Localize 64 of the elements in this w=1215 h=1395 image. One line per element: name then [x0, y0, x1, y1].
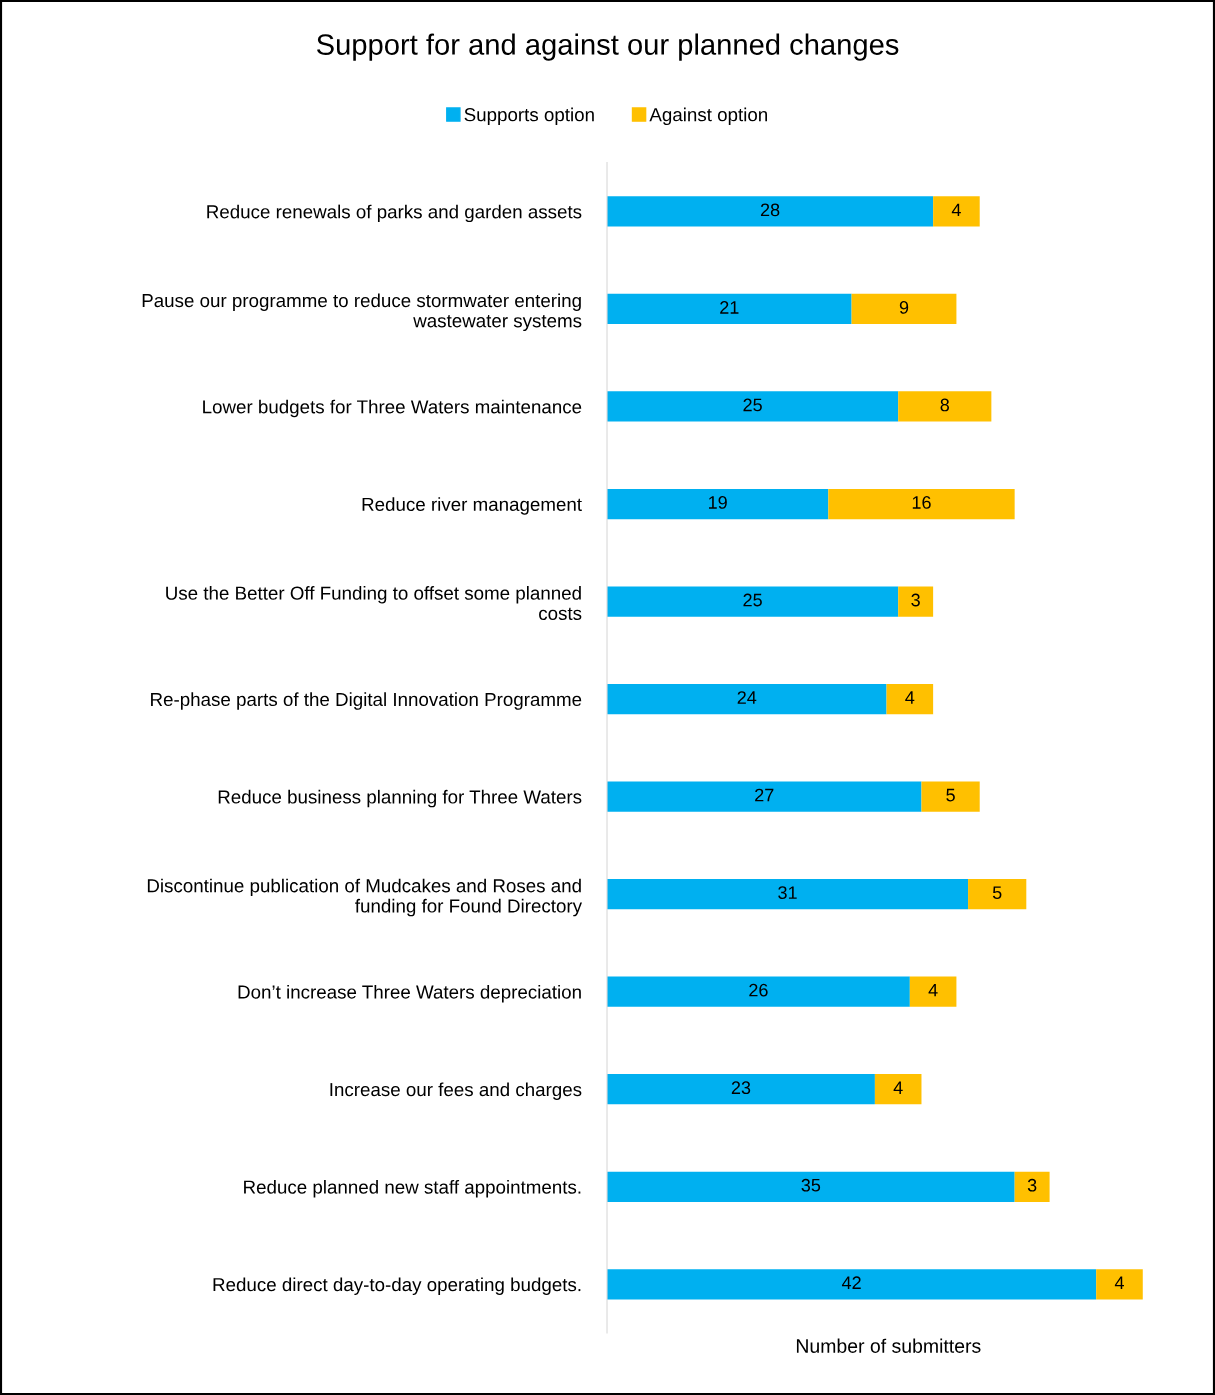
bar	[607, 976, 910, 1007]
data-label: 26	[749, 983, 768, 997]
bar	[607, 586, 899, 617]
bar	[607, 1171, 1015, 1202]
data-label: 3	[911, 593, 920, 607]
legend-label: Against option	[649, 107, 767, 126]
data-label: 19	[709, 496, 727, 509]
data-label: 8	[940, 398, 950, 412]
y-tick-label: Lower budgets for Three Waters maintenance	[203, 399, 582, 418]
bar	[607, 293, 852, 325]
data-label: 5	[992, 886, 1002, 900]
data-label: 4	[951, 203, 961, 217]
bar	[607, 781, 922, 812]
bar	[607, 879, 969, 910]
bar	[607, 683, 887, 715]
y-tick-label: Re-phase parts of the Digital Innovation Programme	[151, 692, 582, 710]
data-label: 24	[737, 691, 757, 704]
data-label: 42	[841, 1276, 861, 1289]
y-tick-label: Discontinue publication of Mudcakes and Roses and funding for Found Directory	[147, 878, 582, 917]
bar	[933, 196, 980, 227]
bar	[607, 488, 829, 520]
data-label: 3	[1027, 1178, 1037, 1192]
y-tick-label: Increase our fees and charges	[330, 1082, 582, 1100]
data-label: 23	[731, 1081, 751, 1095]
data-label: 25	[743, 398, 762, 412]
data-label: 5	[946, 788, 955, 802]
bar	[886, 683, 934, 715]
data-label: 4	[1114, 1276, 1124, 1289]
data-label: 21	[720, 301, 739, 314]
bar	[1096, 1269, 1143, 1300]
data-label: 25	[743, 593, 762, 607]
y-tick-label: Reduce river management	[362, 497, 582, 515]
bar	[607, 391, 899, 422]
data-label: 4	[928, 983, 938, 997]
bar	[898, 391, 992, 422]
bar	[1014, 1171, 1050, 1202]
data-label: 9	[899, 301, 909, 314]
bar	[874, 1074, 922, 1105]
x-axis-title: Number of submitters	[796, 1338, 981, 1353]
bar	[851, 293, 957, 325]
bar	[921, 781, 980, 812]
y-tick-label: Reduce renewals of parks and garden assets	[207, 204, 582, 223]
y-tick-label: Don’t increase Three Waters depreciation	[238, 984, 581, 1003]
y-tick-label: Pause our programme to reduce stormwater entering wastewater systems	[142, 293, 582, 332]
legend-label: Supports option	[464, 107, 594, 126]
y-tick-label: Reduce business planning for Three Waters	[218, 789, 582, 808]
bar	[607, 1074, 875, 1105]
bar	[909, 976, 957, 1007]
bar	[607, 1269, 1097, 1300]
bar	[828, 488, 1015, 520]
bar	[607, 196, 934, 227]
data-label: 4	[893, 1081, 903, 1094]
bar	[898, 586, 934, 617]
bar	[968, 879, 1027, 910]
data-label: 4	[905, 691, 915, 704]
data-label: 28	[760, 203, 780, 217]
data-label: 16	[912, 496, 931, 509]
y-tick-label: Reduce planned new staff appointments.	[244, 1179, 581, 1198]
data-label: 35	[801, 1178, 821, 1192]
data-label: 31	[778, 886, 797, 900]
data-label: 27	[755, 788, 774, 802]
y-tick-label: Use the Better Off Funding to offset some planned costs	[166, 586, 582, 620]
chart-title: Support for and against our planned changes	[316, 33, 899, 61]
y-tick-label: Reduce direct day-to-day operating budgets.	[213, 1277, 581, 1295]
